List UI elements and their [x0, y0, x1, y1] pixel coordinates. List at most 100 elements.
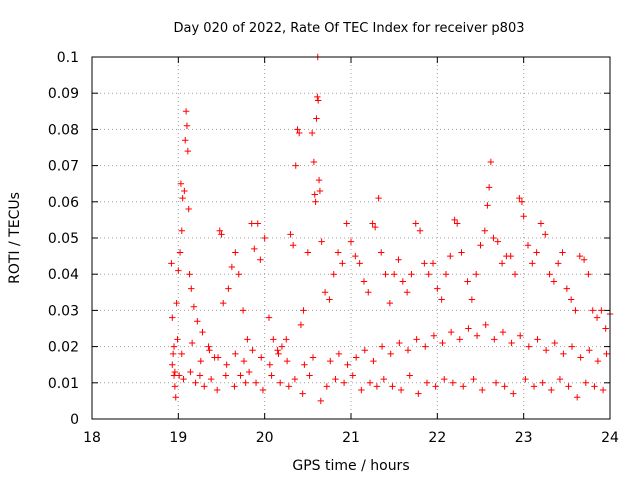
data-point	[213, 386, 221, 394]
x-tick-label: 22	[428, 430, 446, 446]
data-point	[573, 394, 581, 401]
data-point	[190, 303, 198, 310]
data-point	[434, 285, 441, 292]
data-point	[555, 260, 562, 267]
data-point	[387, 350, 394, 358]
data-point	[309, 354, 317, 361]
data-point	[412, 220, 419, 227]
data-point	[182, 108, 190, 115]
data-point	[184, 147, 192, 155]
data-point	[169, 314, 176, 321]
data-point	[349, 372, 356, 379]
data-point	[453, 220, 461, 227]
data-point	[458, 249, 465, 256]
data-point	[316, 187, 324, 195]
data-point	[352, 354, 360, 361]
data-point	[299, 390, 306, 397]
data-point	[314, 97, 322, 104]
data-point	[449, 379, 457, 386]
data-point	[567, 296, 575, 303]
data-point	[237, 372, 244, 379]
data-point	[318, 238, 325, 245]
data-point	[390, 271, 398, 278]
data-point	[498, 260, 506, 267]
data-point	[173, 299, 180, 307]
data-point	[482, 321, 489, 329]
data-point	[577, 354, 584, 361]
data-point	[510, 390, 517, 397]
data-point	[430, 332, 438, 339]
data-point	[397, 386, 405, 394]
data-point	[586, 347, 593, 354]
axis-ticks: 18 19 20 21 22 23 24 0 0.01 0.02 0.03 0.04 0.05 0.06 0…	[48, 50, 619, 446]
data-point	[327, 357, 334, 365]
data-point	[539, 379, 546, 386]
data-point	[207, 375, 215, 383]
data-point	[344, 361, 351, 368]
data-point	[551, 339, 558, 347]
data-point	[289, 242, 297, 249]
data-point	[491, 336, 498, 343]
data-point	[326, 296, 333, 303]
data-point	[206, 347, 213, 354]
y-tick-label: 0.01	[48, 376, 79, 392]
data-point	[542, 231, 549, 238]
data-point	[314, 93, 321, 101]
data-point	[249, 347, 256, 354]
data-point	[242, 379, 249, 386]
data-point	[183, 122, 191, 129]
data-point	[252, 379, 260, 386]
data-point	[254, 220, 261, 227]
data-point	[176, 249, 184, 256]
data-point	[534, 336, 541, 343]
data-point	[533, 249, 540, 256]
data-point	[317, 397, 324, 405]
data-point	[429, 260, 437, 267]
data-point	[416, 227, 424, 234]
x-tick-label: 20	[256, 430, 274, 446]
data-point	[251, 245, 258, 253]
data-point	[340, 379, 348, 386]
data-point	[270, 336, 277, 343]
data-point	[422, 343, 429, 350]
data-point	[216, 227, 223, 234]
data-point	[507, 252, 514, 260]
data-point	[470, 375, 477, 383]
data-point	[404, 347, 412, 354]
data-point	[275, 350, 282, 358]
data-point	[451, 216, 458, 224]
data-point	[170, 343, 178, 350]
data-point	[582, 379, 590, 386]
data-point	[593, 314, 601, 321]
data-point	[188, 285, 195, 292]
data-point	[556, 375, 564, 383]
data-point	[358, 386, 365, 394]
data-point	[487, 158, 495, 166]
y-tick-label: 0	[70, 412, 79, 428]
data-point	[292, 162, 299, 169]
data-point	[546, 271, 553, 278]
data-point	[287, 231, 294, 238]
data-point	[517, 332, 524, 339]
data-point	[464, 278, 471, 285]
data-point	[283, 336, 290, 343]
data-point	[371, 223, 379, 231]
data-point	[525, 343, 533, 350]
data-point	[438, 296, 445, 303]
data-point	[479, 386, 486, 394]
data-point	[171, 383, 179, 390]
data-point	[530, 383, 538, 390]
data-point	[370, 357, 377, 365]
data-point	[576, 252, 583, 260]
data-point	[285, 383, 293, 390]
data-point	[174, 336, 181, 343]
data-point	[572, 307, 579, 314]
data-point	[360, 278, 368, 285]
y-axis-label: ROTI / TECUs	[7, 192, 23, 284]
data-point	[259, 386, 267, 394]
data-point	[484, 202, 491, 209]
data-point	[277, 379, 284, 386]
data-point	[542, 347, 550, 354]
data-point	[214, 354, 222, 361]
